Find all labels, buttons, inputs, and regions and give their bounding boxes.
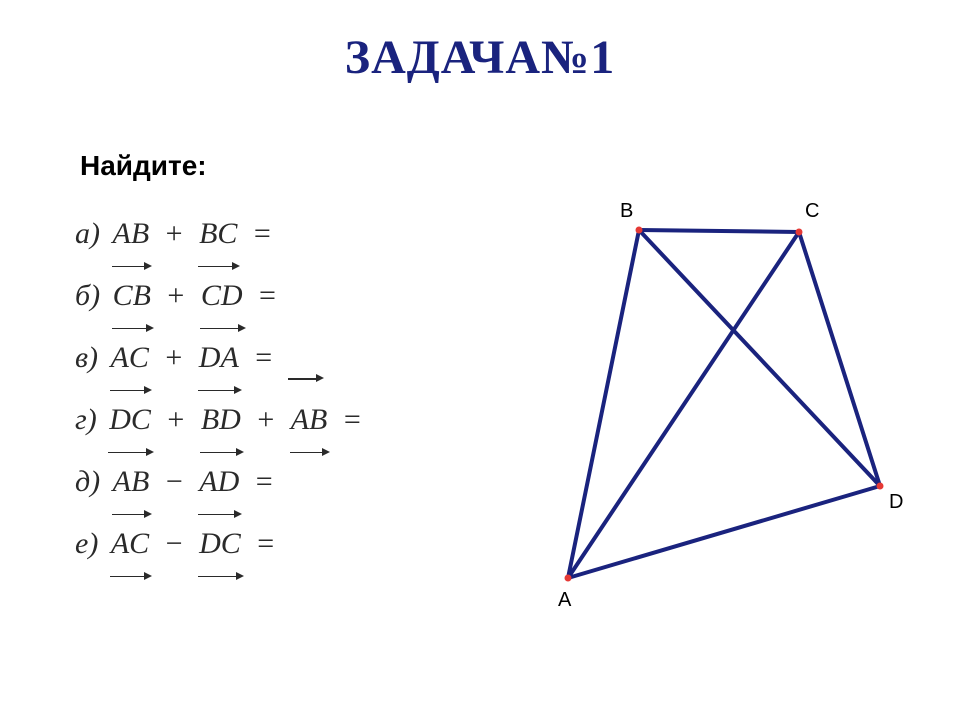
equals-op: = <box>246 205 279 262</box>
equation-e: е) AC − DC = <box>75 515 369 577</box>
vector-bd: BD <box>200 391 242 453</box>
vector-ab: AB <box>290 391 329 453</box>
edge-BD <box>639 230 880 486</box>
vector-ad: AD <box>198 453 240 515</box>
eq-label: б) <box>75 279 100 312</box>
plus-op: + <box>159 391 192 448</box>
vector-ac: AC <box>110 329 150 391</box>
plus-op: + <box>158 205 191 262</box>
vector-ab: AB <box>112 205 151 267</box>
point-label-B: B <box>620 200 633 222</box>
equals-op: = <box>251 267 284 324</box>
vector-dc: DC <box>198 515 242 577</box>
result-arrow-icon <box>288 372 322 375</box>
eq-label: д) <box>75 465 100 498</box>
eq-label: а) <box>75 217 100 250</box>
diagram-edges <box>568 230 880 578</box>
equation-list: а) AB + BC = б) CB + CD = в) AC + DA = г… <box>75 205 369 577</box>
vector-ac: AC <box>110 515 150 577</box>
equals-op: = <box>248 453 281 510</box>
equation-a: а) AB + BC = <box>75 205 369 267</box>
equation-b: б) CB + CD = <box>75 267 369 329</box>
equals-op: = <box>336 391 369 448</box>
plus-op: + <box>157 329 190 386</box>
point-label-C: C <box>805 200 819 222</box>
vector-cd: CD <box>200 267 244 329</box>
point-D <box>877 483 884 490</box>
plus-op: + <box>249 391 282 448</box>
point-B <box>636 227 643 234</box>
quadrilateral-diagram: A B C D <box>495 170 925 640</box>
point-label-D: D <box>889 491 903 513</box>
plus-op: + <box>159 267 192 324</box>
vector-ab: AB <box>112 453 151 515</box>
vector-da: DA <box>198 329 240 391</box>
edge-BC <box>639 230 799 232</box>
equation-g: г) DC + BD + AB = <box>75 391 369 453</box>
edge-AD <box>568 486 880 578</box>
vector-dc: DC <box>108 391 152 453</box>
equation-v: в) AC + DA = <box>75 329 369 391</box>
page-title: ЗАДАЧА№1 <box>0 0 960 85</box>
minus-op: − <box>158 515 191 572</box>
eq-label: е) <box>75 527 98 560</box>
edge-CD <box>799 232 880 486</box>
point-C <box>796 229 803 236</box>
diagram-labels: A B C D <box>558 200 903 611</box>
equation-d: д) AB − AD = <box>75 453 369 515</box>
eq-label: в) <box>75 341 98 374</box>
minus-op: − <box>158 453 191 510</box>
equals-op: = <box>247 329 280 386</box>
eq-label: г) <box>75 403 97 436</box>
point-A <box>565 575 572 582</box>
equals-op: = <box>249 515 282 572</box>
point-label-A: A <box>558 589 572 611</box>
vector-bc: BC <box>198 205 238 267</box>
diagram-points <box>565 227 884 582</box>
prompt-label: Найдите: <box>80 150 207 182</box>
vector-cb: CB <box>112 267 152 329</box>
